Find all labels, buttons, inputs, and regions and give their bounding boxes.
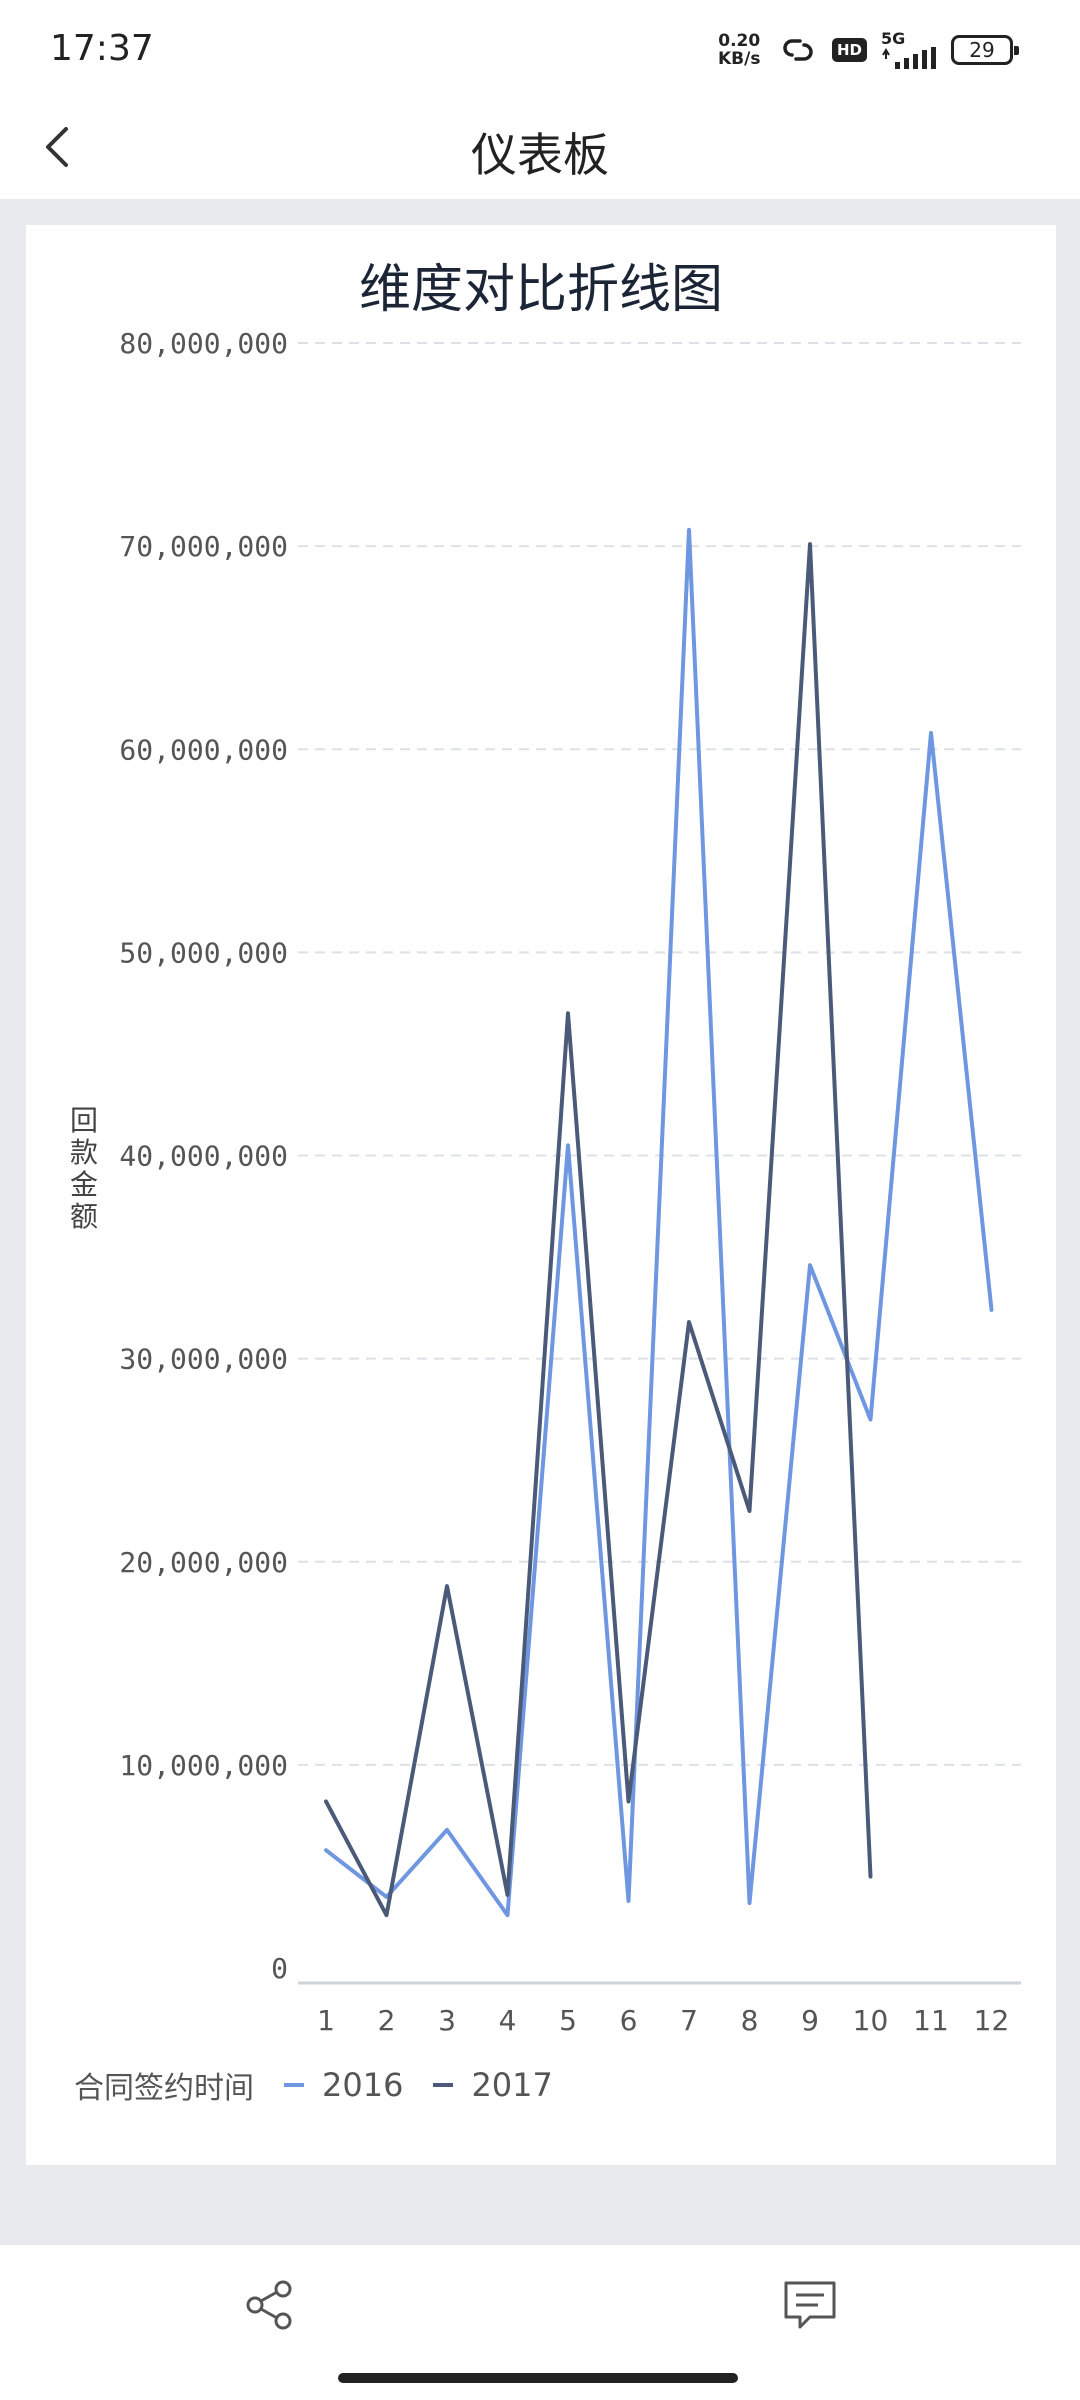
- x-tick-label: 12: [974, 2004, 1010, 2037]
- network-speed-value: 0.20: [718, 31, 761, 51]
- x-tick-label: 2: [378, 2004, 396, 2037]
- y-axis-label: 回款金额: [69, 1104, 98, 1233]
- y-tick-label: 10,000,000: [119, 1749, 288, 1782]
- chart-legend: 合同签约时间 2016 2017: [74, 2063, 583, 2107]
- x-tick-label: 11: [913, 2004, 949, 2037]
- x-tick-label: 7: [680, 2004, 698, 2037]
- home-indicator[interactable]: [338, 2373, 738, 2383]
- share-button[interactable]: [240, 2275, 300, 2335]
- y-tick-label: 70,000,000: [119, 530, 288, 563]
- line-chart: 0 10,000,000 20,000,000 30,000,000 40,000,00…: [119, 327, 1021, 2037]
- y-tick-label: 60,000,000: [119, 733, 288, 766]
- legend-label-2017: 2017: [471, 2066, 553, 2104]
- legend-swatch-2017: [433, 2083, 454, 2087]
- chevron-left-icon: [46, 127, 68, 167]
- battery-indicator: 29: [951, 35, 1020, 65]
- chart-title: 维度对比折线图: [358, 260, 723, 320]
- hd-badge: HD: [832, 38, 868, 62]
- chart-card: 0 10,000,000 20,000,000 30,000,000 40,000,00…: [26, 225, 1056, 2165]
- y-tick-label: 80,000,000: [119, 327, 288, 360]
- legend-label-2016: 2016: [322, 2066, 404, 2104]
- x-tick-label: 1: [317, 2004, 335, 2037]
- network-speed: 0.20 KB/s: [718, 32, 760, 68]
- status-time: 17:37: [50, 28, 154, 69]
- legend-item-2017[interactable]: 2017: [433, 2066, 553, 2104]
- x-tick-label: 10: [853, 2004, 889, 2037]
- back-button[interactable]: [30, 117, 90, 177]
- series-line-2017: [324, 542, 873, 1918]
- y-tick-label: 0: [271, 1952, 288, 1985]
- x-tick-label: 6: [620, 2004, 638, 2037]
- bottom-bar: [0, 2245, 1080, 2400]
- legend-item-2016[interactable]: 2016: [284, 2066, 403, 2104]
- network-speed-unit: KB/s: [718, 49, 761, 69]
- comment-icon: [784, 2281, 836, 2329]
- y-tick-label: 40,000,000: [119, 1140, 288, 1173]
- signal-indicator: 5G: [881, 31, 937, 69]
- status-icons: HD 5G 29: [778, 30, 1020, 70]
- link-icon: [783, 39, 813, 61]
- signal-bars-icon: [882, 47, 937, 69]
- comment-button[interactable]: [780, 2275, 840, 2335]
- y-tick-label: 30,000,000: [119, 1343, 288, 1376]
- signal-type: 5G: [881, 29, 906, 48]
- nav-bar: 仪表板: [0, 95, 1080, 199]
- y-tick-label: 20,000,000: [119, 1546, 288, 1579]
- legend-title: 合同签约时间: [74, 2071, 254, 2106]
- status-bar: 17:37 0.20 KB/s HD 5G 29: [0, 0, 1080, 95]
- series-line-2016: [324, 527, 994, 1918]
- x-tick-label: 3: [438, 2004, 456, 2037]
- legend-swatch-2016: [284, 2083, 304, 2087]
- page-title: 仪表板: [471, 128, 609, 182]
- x-tick-label: 9: [801, 2004, 819, 2037]
- share-icon: [246, 2280, 292, 2330]
- y-tick-label: 50,000,000: [119, 936, 288, 969]
- x-tick-label: 8: [741, 2004, 759, 2037]
- x-tick-label: 4: [499, 2004, 517, 2037]
- x-tick-label: 5: [559, 2004, 577, 2037]
